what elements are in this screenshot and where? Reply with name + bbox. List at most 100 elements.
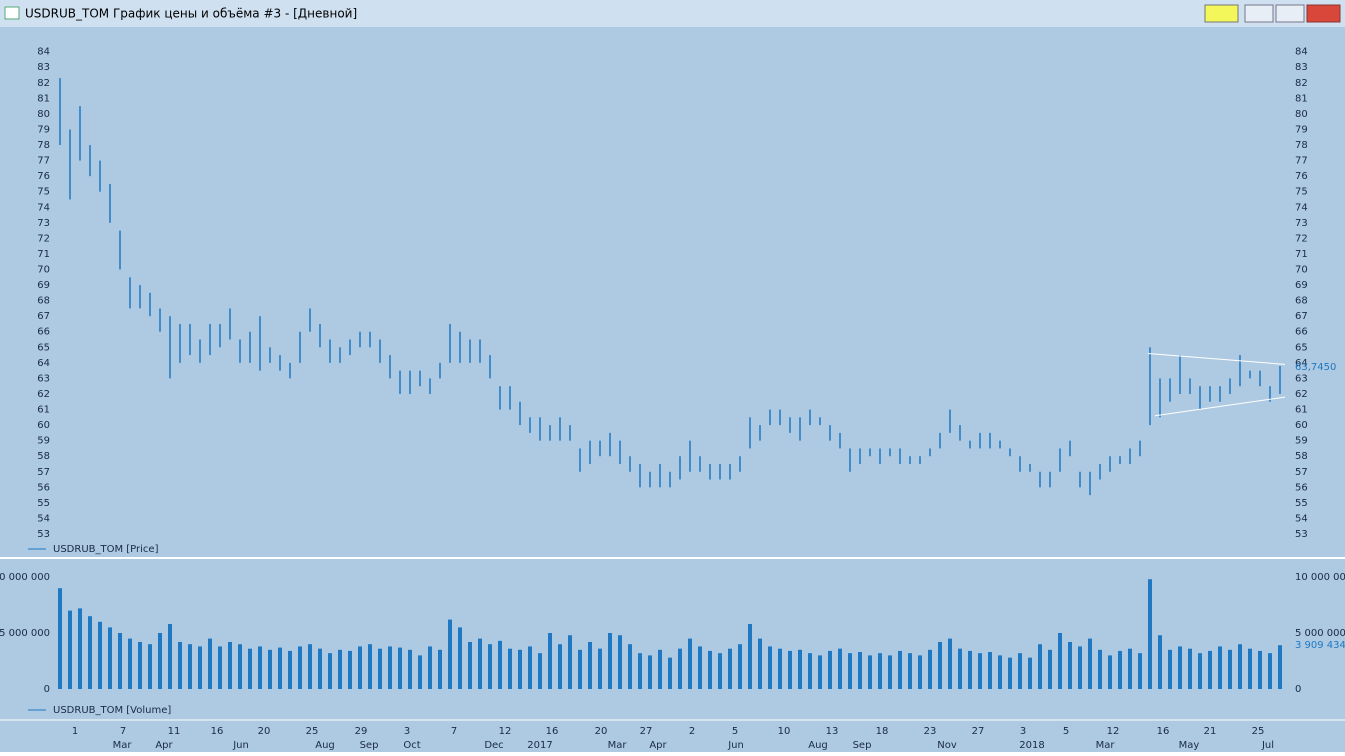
app-icon [4, 6, 20, 20]
volume-bar [1068, 641, 1072, 689]
x-tick-label: 25 [306, 726, 319, 737]
y-tick-label: 68 [37, 296, 50, 307]
x-tick-label: 16 [546, 726, 559, 737]
y-tick-label-right: 63 [1295, 373, 1308, 384]
volume-bar [1248, 648, 1252, 689]
volume-bar [558, 644, 562, 689]
volume-bar [378, 648, 382, 689]
x-tick-label: 27 [640, 726, 653, 737]
y-tick-label: 79 [37, 124, 50, 135]
x-tick-label: 2 [689, 726, 695, 737]
y-tick-label-right: 76 [1295, 171, 1308, 182]
link-button[interactable] [1204, 4, 1239, 23]
y-tick-label: 66 [37, 327, 50, 338]
volume-bar [298, 646, 302, 689]
volume-bar [208, 638, 212, 689]
volume-bar [528, 646, 532, 689]
volume-bar [728, 648, 732, 689]
volume-bar [1218, 646, 1222, 689]
volume-bar [198, 646, 202, 689]
x-tick-label: 2018 [1019, 740, 1044, 751]
last-value-label: 63,7450 [1295, 362, 1336, 373]
minimize-button[interactable] [1244, 4, 1274, 23]
volume-bar [758, 638, 762, 689]
y-tick-label-right: 69 [1295, 280, 1308, 291]
volume-bar [258, 646, 262, 689]
y-tick-label: 82 [37, 78, 50, 89]
y-tick-label-right: 75 [1295, 187, 1308, 198]
volume-bar [238, 644, 242, 689]
volume-bar [848, 653, 852, 689]
volume-bar [878, 653, 882, 689]
volume-bar [408, 649, 412, 689]
y-tick-label: 0 [44, 684, 50, 695]
volume-bar [248, 648, 252, 689]
y-tick-label: 61 [37, 405, 50, 416]
volume-bar [288, 650, 292, 689]
volume-bar [328, 653, 332, 689]
x-tick-label: Mar [608, 740, 628, 751]
volume-bar [928, 649, 932, 689]
volume-bar [1178, 646, 1182, 689]
volume-bar [1028, 657, 1032, 689]
volume-bar [128, 638, 132, 689]
volume-bar [1038, 644, 1042, 689]
volume-bar [768, 646, 772, 689]
y-tick-label-right: 80 [1295, 109, 1308, 120]
volume-bar [138, 641, 142, 689]
volume-bar [478, 638, 482, 689]
y-tick-label: 53 [37, 529, 50, 540]
y-tick-label: 76 [37, 171, 50, 182]
volume-bar [1108, 655, 1112, 689]
volume-bar [148, 644, 152, 689]
volume-bar [868, 655, 872, 689]
volume-bar [968, 650, 972, 689]
volume-bar [678, 648, 682, 689]
y-tick-label-right: 55 [1295, 498, 1308, 509]
volume-bar [1078, 646, 1082, 689]
x-tick-label: Nov [937, 740, 957, 751]
y-tick-label-right: 0 [1295, 684, 1301, 695]
volume-bar [1058, 633, 1062, 689]
y-tick-label-right: 60 [1295, 420, 1308, 431]
y-tick-label: 77 [37, 156, 50, 167]
volume-bar [1228, 649, 1232, 689]
y-tick-label: 83 [37, 62, 50, 73]
volume-bar [648, 655, 652, 689]
x-tick-label: 7 [120, 726, 126, 737]
y-tick-label-right: 82 [1295, 78, 1308, 89]
volume-bar [228, 641, 232, 689]
x-tick-label: 20 [258, 726, 271, 737]
y-tick-label: 10 000 000 [0, 572, 50, 583]
volume-bar [938, 641, 942, 689]
volume-bar [888, 655, 892, 689]
x-tick-label: 25 [1252, 726, 1265, 737]
last-value-label: 3 909 434 [1295, 640, 1345, 651]
volume-bar [488, 644, 492, 689]
volume-bar [608, 633, 612, 689]
volume-bar [458, 627, 462, 689]
close-button[interactable] [1306, 4, 1341, 23]
volume-bar [1008, 657, 1012, 689]
y-tick-label: 59 [37, 436, 50, 447]
y-tick-label: 74 [37, 202, 50, 213]
volume-bar [1128, 648, 1132, 689]
x-tick-label: 5 [732, 726, 738, 737]
volume-bar [1268, 653, 1272, 689]
maximize-button[interactable] [1275, 4, 1305, 23]
y-tick-label: 58 [37, 451, 50, 462]
volume-bar [318, 648, 322, 689]
y-tick-label: 70 [37, 264, 50, 275]
x-tick-label: Aug [808, 740, 828, 751]
volume-bar [1158, 635, 1162, 689]
y-tick-label: 69 [37, 280, 50, 291]
y-tick-label-right: 84 [1295, 47, 1308, 58]
x-tick-label: Apr [155, 740, 173, 751]
legend-label: USDRUB_TOM [Price] [53, 544, 159, 555]
y-tick-label: 63 [37, 373, 50, 384]
volume-bar [178, 641, 182, 689]
volume-bar [578, 649, 582, 689]
y-tick-label-right: 56 [1295, 482, 1308, 493]
volume-bar [1208, 650, 1212, 689]
